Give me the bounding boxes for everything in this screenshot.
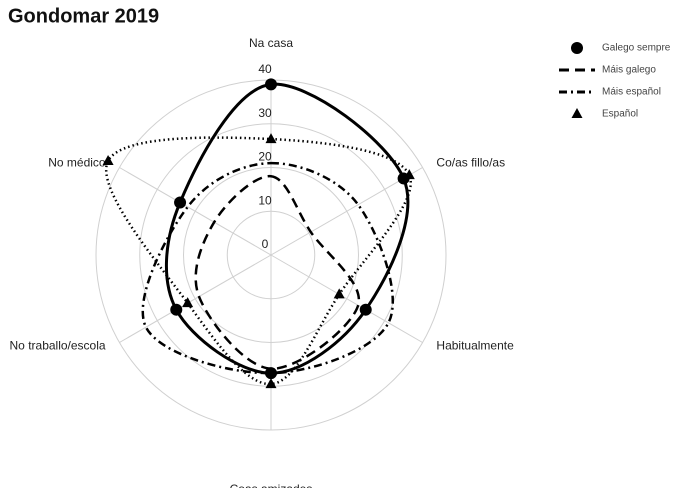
axis-label: No traballo/escola <box>10 339 106 353</box>
marker <box>102 154 114 165</box>
marker <box>333 288 345 299</box>
marker <box>174 196 187 209</box>
axis-label: No médico <box>48 156 106 170</box>
marker <box>265 78 277 91</box>
radial-tick-label: 10 <box>258 193 272 207</box>
spoke <box>270 254 423 343</box>
marker <box>170 303 183 316</box>
marker <box>403 169 415 180</box>
axis-label: Coas amizades <box>230 482 313 488</box>
marker <box>571 42 583 54</box>
marker <box>265 378 277 389</box>
marker <box>359 303 372 316</box>
marker <box>571 108 583 118</box>
legend-label: Español <box>602 109 638 120</box>
radial-tick-label: 0 <box>262 237 269 251</box>
legend-label: Máis galego <box>602 65 656 76</box>
spoke <box>119 254 272 343</box>
series-line <box>194 174 361 371</box>
radial-tick-label: 40 <box>258 62 272 76</box>
legend-label: Máis español <box>602 87 661 98</box>
axis-label: Habitualmente <box>436 339 514 353</box>
spoke <box>119 167 272 256</box>
legend-label: Galego sempre <box>602 43 671 54</box>
radial-tick-label: 30 <box>258 106 272 120</box>
spoke <box>270 167 423 256</box>
marker <box>265 367 277 380</box>
axis-label: Co/as fillo/as <box>436 156 505 170</box>
chart-title: Gondomar 2019 <box>8 5 159 27</box>
radial-tick-label: 20 <box>258 150 272 164</box>
axis-label: Na casa <box>249 36 293 50</box>
marker <box>265 133 277 144</box>
marker <box>182 297 194 308</box>
